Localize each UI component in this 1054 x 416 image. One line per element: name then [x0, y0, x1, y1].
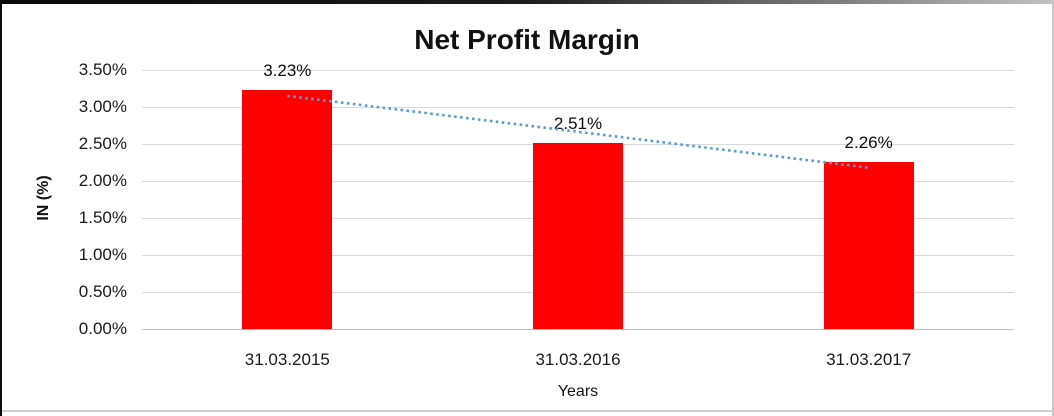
y-tick-label: 1.00% [78, 245, 127, 264]
frame-border-left [0, 0, 2, 416]
y-tick-label: 3.50% [78, 60, 127, 79]
frame-border-bottom [2, 410, 1052, 412]
y-tick-label: 0.00% [78, 319, 127, 338]
bar [242, 89, 333, 329]
y-tick-label: 2.00% [78, 171, 127, 190]
x-axis-title: Years [557, 383, 599, 400]
y-tick-label: 1.50% [78, 208, 127, 227]
bar-value-label: 3.23% [263, 60, 312, 80]
x-axis-line [142, 328, 1014, 330]
frame-border-top [0, 0, 1054, 4]
bar-value-label: 2.51% [553, 114, 603, 134]
x-category-label: 31.03.2017 [826, 350, 912, 369]
chart-title: Net Profit Margin [414, 24, 640, 55]
frame-border-right [1052, 0, 1054, 416]
x-category-label: 31.03.2015 [244, 350, 330, 369]
y-tick-label: 0.50% [78, 282, 127, 301]
gridline [142, 69, 1014, 71]
bar-value-label: 2.26% [844, 132, 893, 152]
bar [823, 161, 914, 329]
x-category-label: 31.03.2016 [535, 350, 621, 369]
y-tick-label: 3.00% [78, 97, 127, 116]
bar [533, 143, 623, 329]
y-tick-label: 2.50% [78, 134, 127, 153]
